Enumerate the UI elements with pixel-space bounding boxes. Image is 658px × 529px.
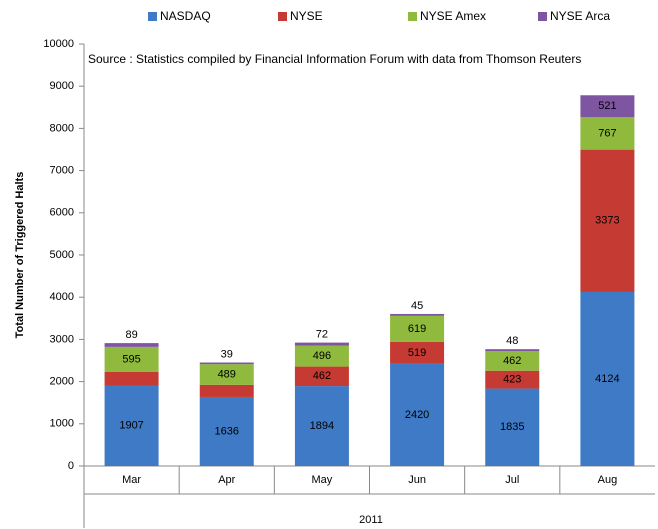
data-label: 4124	[595, 373, 619, 385]
bar-segment	[390, 313, 445, 316]
data-label: 462	[313, 370, 331, 382]
bar-segment	[390, 341, 445, 364]
data-label: 72	[316, 329, 328, 341]
legend-swatch	[278, 12, 287, 21]
y-tick-label: 5000	[50, 249, 74, 261]
legend-label: NYSE	[290, 9, 323, 23]
bar-segment	[485, 388, 540, 466]
bar-segment	[580, 291, 635, 466]
bar-segment	[580, 117, 635, 150]
data-label: 3373	[595, 215, 619, 227]
legend-swatch	[148, 12, 157, 21]
data-label: 1636	[215, 425, 239, 437]
x-tick-label: Jun	[408, 474, 426, 486]
data-label: 39	[221, 348, 233, 360]
bar-segment	[104, 371, 159, 386]
legend-label: NYSE Arca	[550, 9, 610, 23]
bar-segment	[199, 384, 254, 397]
data-label: 521	[598, 100, 616, 112]
y-tick-label: 6000	[50, 207, 74, 219]
y-tick-label: 9000	[50, 80, 74, 92]
data-label: 2420	[405, 409, 429, 421]
x-tick-label: Aug	[598, 474, 618, 486]
data-label: 496	[313, 350, 331, 362]
bar-segment	[104, 343, 159, 347]
bar-segment	[580, 149, 635, 292]
x-tick-label: Mar	[122, 474, 141, 486]
legend-swatch	[538, 12, 547, 21]
y-tick-label: 7000	[50, 165, 74, 177]
data-label: 89	[125, 329, 137, 341]
data-label: 1907	[119, 420, 143, 432]
data-label: 1835	[500, 421, 524, 433]
bar-segment	[485, 351, 540, 371]
bar-segment	[199, 362, 254, 365]
data-label: 45	[411, 300, 423, 312]
data-label: 462	[503, 355, 521, 367]
y-tick-label: 2000	[50, 376, 74, 388]
y-tick-label: 8000	[50, 122, 74, 134]
y-tick-label: 0	[68, 460, 74, 472]
legend-label: NYSE Amex	[420, 9, 486, 23]
legend-label: NASDAQ	[160, 9, 211, 23]
data-label: 595	[122, 353, 140, 365]
bar-segment	[104, 346, 159, 372]
bar-segment	[294, 345, 349, 367]
data-label: 489	[218, 368, 236, 380]
bar-segment	[294, 342, 349, 346]
legend-swatch	[408, 12, 417, 21]
bar-segment	[485, 370, 540, 389]
y-tick-label: 10000	[43, 38, 74, 50]
x-tick-label: Jul	[505, 474, 519, 486]
y-axis-label: Total Number of Triggered Halts	[14, 172, 26, 339]
bar-segment	[390, 363, 445, 466]
x-tick-label: May	[312, 474, 333, 486]
x-axis-label: 2011	[359, 514, 383, 526]
bar-segment	[104, 385, 159, 466]
bar-segment	[294, 366, 349, 387]
x-tick-label: Apr	[218, 474, 235, 486]
data-label: 619	[408, 323, 426, 335]
data-label: 1894	[310, 420, 334, 432]
data-label: 423	[503, 374, 521, 386]
y-tick-label: 4000	[50, 291, 74, 303]
data-label: 767	[598, 127, 616, 139]
bar-segment	[485, 349, 540, 352]
data-label: 519	[408, 347, 426, 359]
y-tick-label: 3000	[50, 333, 74, 345]
bar-segment	[294, 386, 349, 466]
bar-segment	[199, 364, 254, 385]
bar-segment	[390, 315, 445, 342]
annotation: Source : Statistics compiled by Financia…	[88, 52, 582, 66]
bar-segment	[580, 95, 635, 118]
data-label: 48	[506, 335, 518, 347]
bar-segment	[199, 396, 254, 466]
y-tick-label: 1000	[50, 418, 74, 430]
